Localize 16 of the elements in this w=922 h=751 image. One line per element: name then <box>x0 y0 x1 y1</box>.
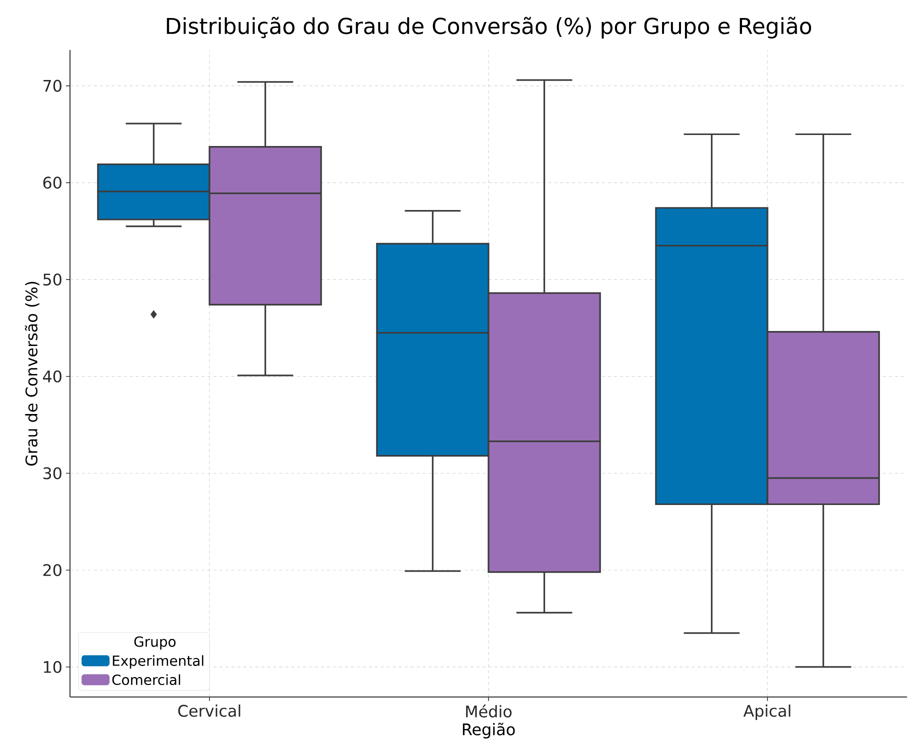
x-axis-title: Região <box>462 722 515 738</box>
y-axis-title: Grau de Conversão (%) <box>24 282 40 466</box>
x-tick-label: Apical <box>743 704 790 720</box>
y-tick-label: 20 <box>43 564 62 576</box>
y-tick-label: 30 <box>43 467 62 480</box>
chart-title: Distribuição do Grau de Conversão (%) por Grupo e Região <box>166 16 812 38</box>
y-tick-label: 40 <box>42 370 62 382</box>
y-tick-label: 50 <box>43 274 62 286</box>
y-tick-label: 10 <box>44 660 62 673</box>
y-tick-label: 70 <box>44 80 62 92</box>
legend-title: Grupo <box>134 636 176 650</box>
y-tick-label: 60 <box>43 176 62 189</box>
x-tick-label: Médio <box>466 704 512 718</box>
x-tick-label: Cervical <box>178 704 240 717</box>
legend-label: Experimental <box>112 655 204 669</box>
legend-label: Comercial <box>112 674 180 686</box>
